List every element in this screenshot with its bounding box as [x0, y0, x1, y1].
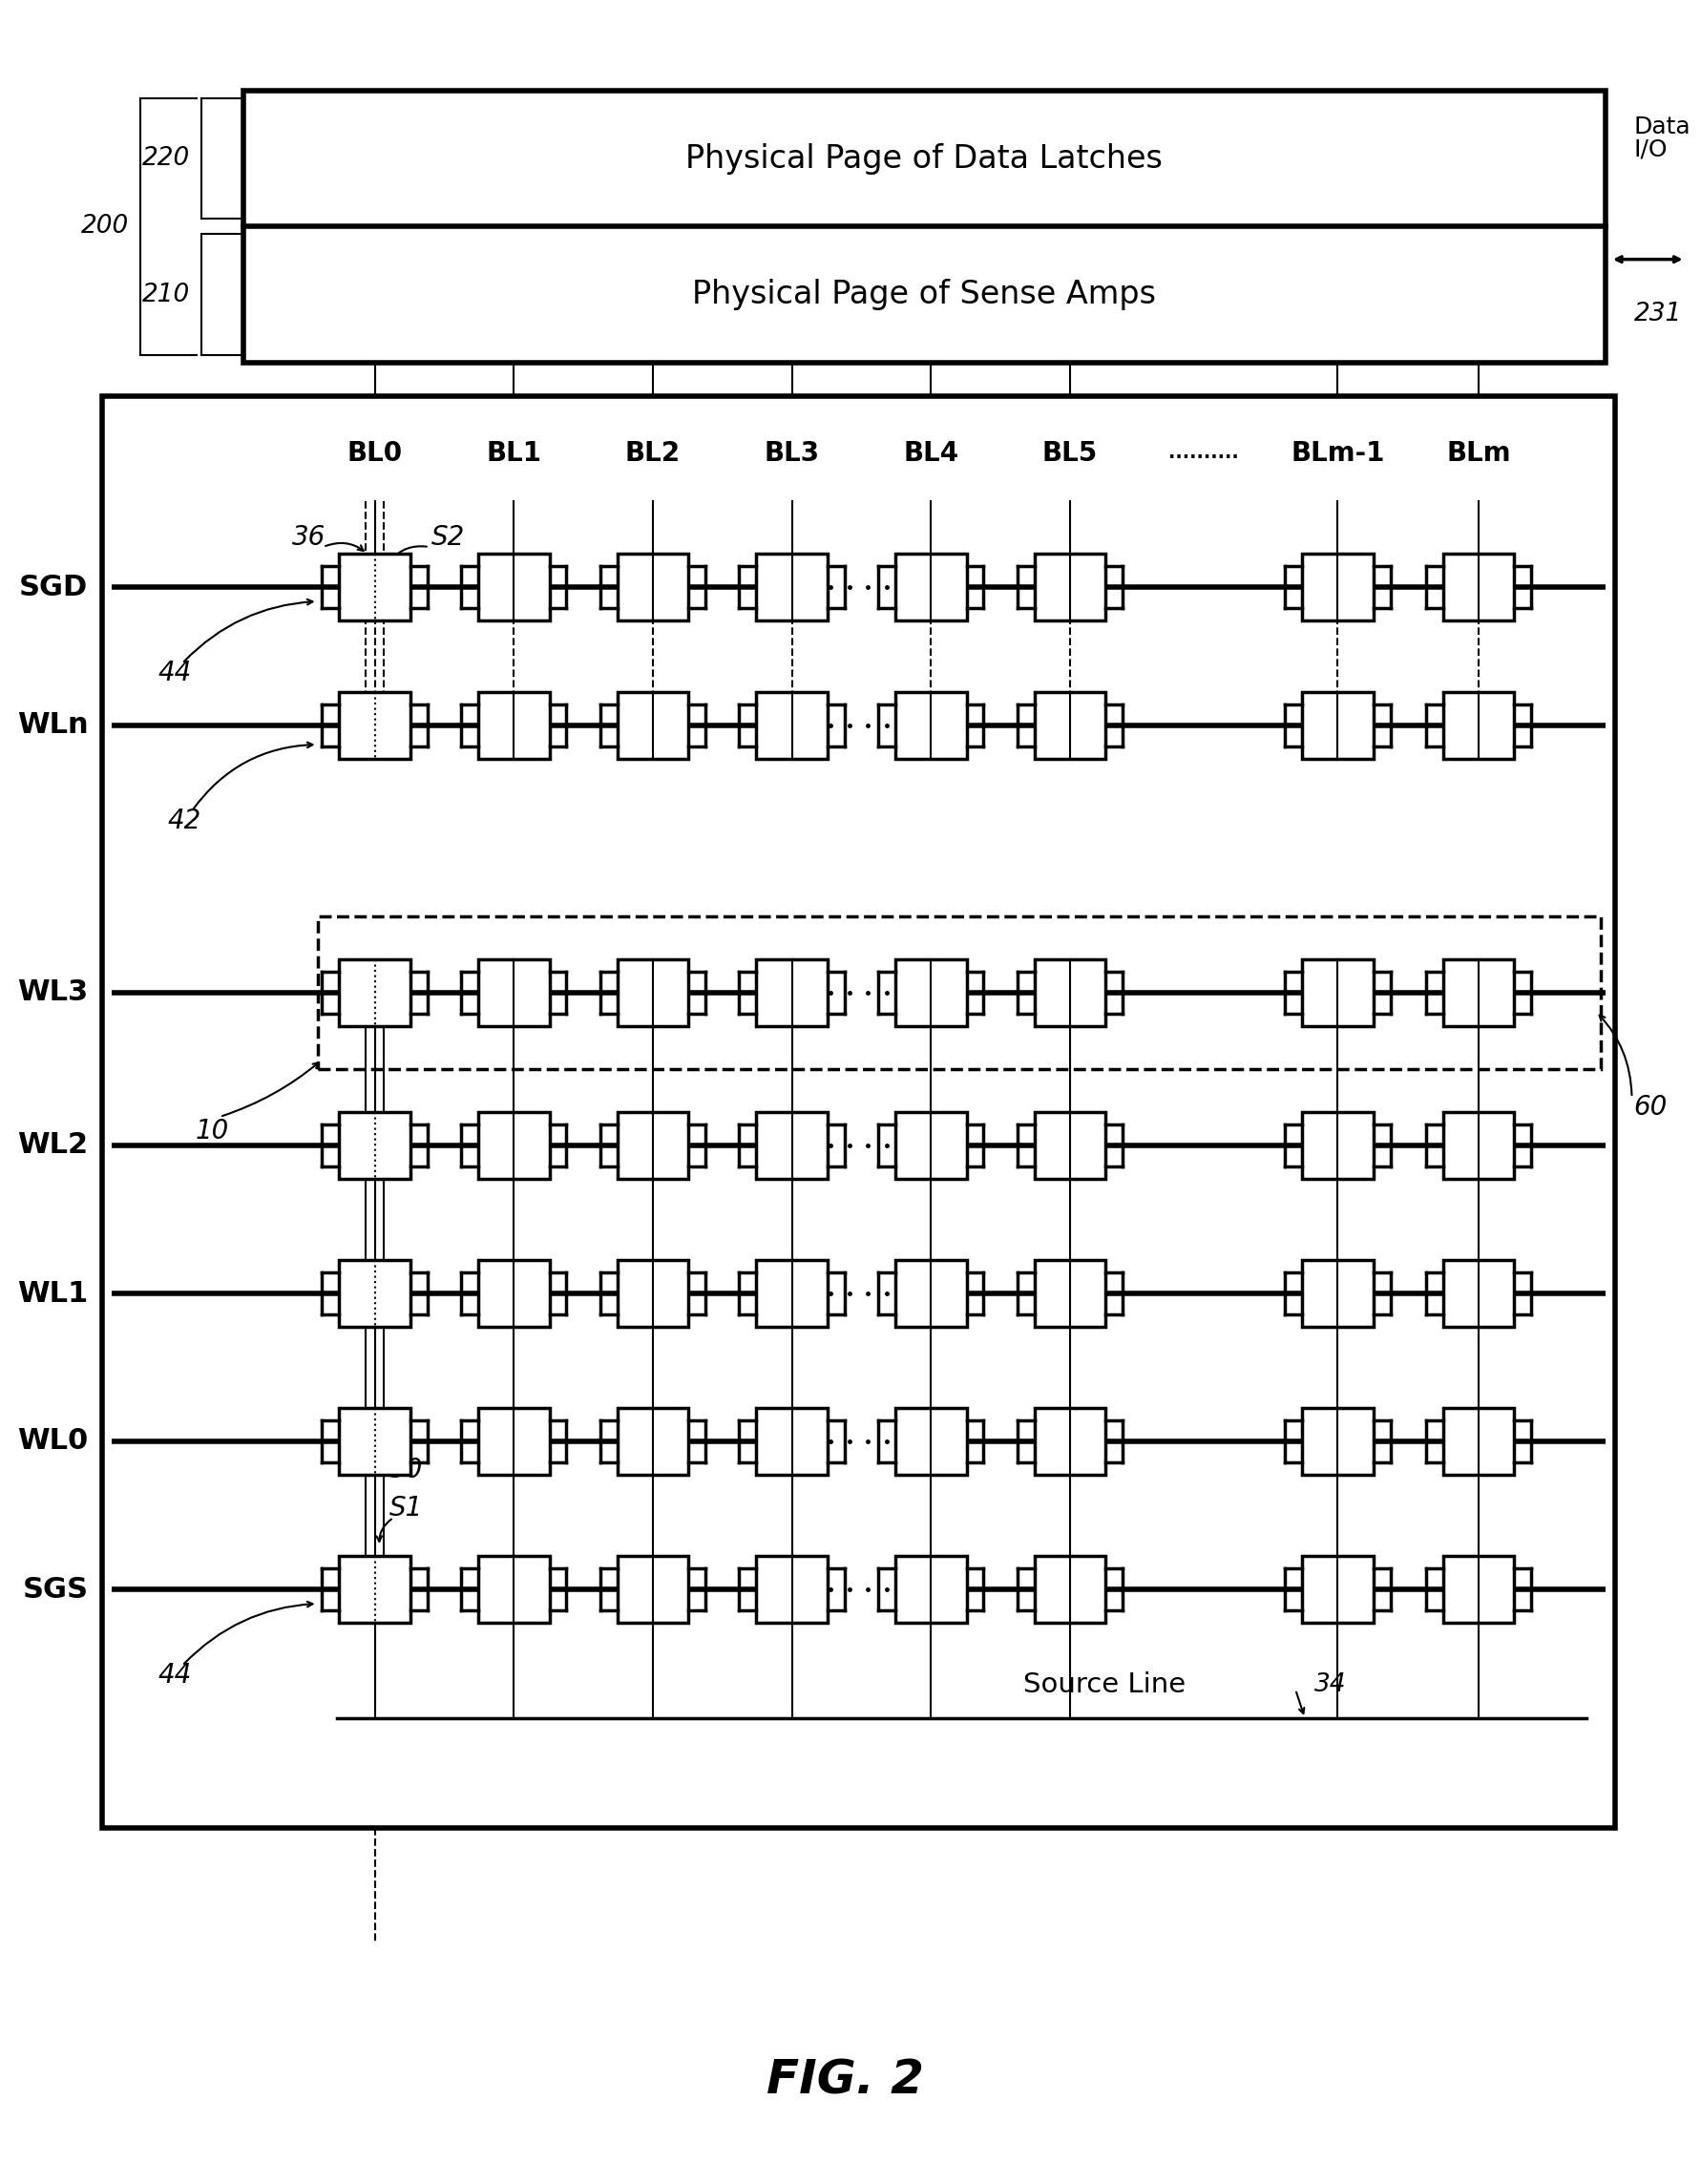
Text: Source Line: Source Line: [1022, 1671, 1186, 1699]
Bar: [617, 1112, 689, 1179]
Text: BL5: BL5: [1043, 439, 1097, 467]
Bar: [895, 959, 966, 1026]
Bar: [338, 692, 410, 758]
Bar: [318, 917, 1601, 1070]
Bar: [1442, 959, 1514, 1026]
Bar: [1034, 1409, 1106, 1474]
Bar: [1034, 1112, 1106, 1179]
Bar: [1301, 553, 1373, 620]
Text: 50: 50: [390, 1457, 422, 1483]
Bar: [338, 1112, 410, 1179]
Bar: [318, 917, 1601, 1070]
Text: 10: 10: [196, 1118, 230, 1144]
Bar: [478, 959, 549, 1026]
Bar: [757, 1409, 828, 1474]
Text: 231: 231: [1633, 301, 1682, 325]
Text: WL3: WL3: [17, 978, 88, 1007]
Bar: [757, 692, 828, 758]
Bar: [1442, 1112, 1514, 1179]
Bar: [1442, 1260, 1514, 1328]
Text: WL1: WL1: [17, 1280, 88, 1308]
Bar: [478, 1555, 549, 1623]
Bar: [338, 1260, 410, 1328]
Bar: [757, 1112, 828, 1179]
Text: Physical Page of Data Latches: Physical Page of Data Latches: [686, 142, 1163, 175]
Bar: [895, 1260, 966, 1328]
Text: 34: 34: [1315, 1673, 1345, 1697]
Bar: [102, 395, 1614, 1828]
Bar: [1034, 1260, 1106, 1328]
Text: FIG. 2: FIG. 2: [767, 2057, 924, 2103]
Bar: [338, 959, 410, 1026]
Text: WLn: WLn: [17, 712, 88, 740]
Bar: [478, 692, 549, 758]
Text: BLm-1: BLm-1: [1291, 439, 1385, 467]
Bar: [617, 553, 689, 620]
Bar: [895, 553, 966, 620]
Bar: [617, 692, 689, 758]
Text: BL3: BL3: [764, 439, 820, 467]
Bar: [895, 1112, 966, 1179]
Text: S1: S1: [390, 1494, 422, 1522]
Text: 42: 42: [167, 808, 201, 834]
Bar: [478, 1409, 549, 1474]
Bar: [617, 959, 689, 1026]
Bar: [1442, 553, 1514, 620]
Bar: [1301, 1409, 1373, 1474]
Bar: [1034, 1555, 1106, 1623]
Bar: [1034, 553, 1106, 620]
Text: 44: 44: [158, 1662, 192, 1688]
Text: BLm: BLm: [1446, 439, 1510, 467]
Text: 44: 44: [158, 660, 192, 686]
Text: I/O: I/O: [1633, 138, 1667, 162]
Bar: [1442, 1409, 1514, 1474]
Text: ..........: ..........: [1169, 443, 1238, 463]
Bar: [243, 92, 1606, 363]
Text: BL2: BL2: [624, 439, 680, 467]
Bar: [1301, 1555, 1373, 1623]
Bar: [895, 692, 966, 758]
Text: Physical Page of Sense Amps: Physical Page of Sense Amps: [692, 280, 1157, 310]
Bar: [338, 553, 410, 620]
Bar: [1442, 692, 1514, 758]
Bar: [478, 1112, 549, 1179]
Text: Data: Data: [1633, 116, 1691, 138]
Bar: [757, 1260, 828, 1328]
Text: 200: 200: [80, 214, 129, 238]
Text: 210: 210: [141, 282, 191, 308]
Bar: [757, 1555, 828, 1623]
Bar: [1034, 692, 1106, 758]
Bar: [1301, 959, 1373, 1026]
Bar: [757, 553, 828, 620]
Text: WL2: WL2: [17, 1131, 88, 1160]
Bar: [895, 1555, 966, 1623]
Text: 220: 220: [141, 146, 191, 170]
Bar: [478, 1260, 549, 1328]
Text: 36: 36: [293, 524, 327, 550]
Bar: [1442, 1555, 1514, 1623]
Text: WL0: WL0: [17, 1428, 88, 1455]
Text: 60: 60: [1633, 1094, 1667, 1120]
Bar: [617, 1555, 689, 1623]
Text: SGD: SGD: [19, 572, 88, 601]
Bar: [1301, 1112, 1373, 1179]
Bar: [617, 1409, 689, 1474]
Bar: [895, 1409, 966, 1474]
Text: S2: S2: [430, 524, 464, 550]
Bar: [757, 959, 828, 1026]
Bar: [338, 1409, 410, 1474]
Bar: [1301, 692, 1373, 758]
Bar: [478, 553, 549, 620]
Bar: [1034, 959, 1106, 1026]
Bar: [1301, 1260, 1373, 1328]
Bar: [338, 1555, 410, 1623]
Text: BL1: BL1: [486, 439, 541, 467]
Bar: [617, 1260, 689, 1328]
Text: BL0: BL0: [347, 439, 403, 467]
Text: BL4: BL4: [903, 439, 959, 467]
Text: SGS: SGS: [22, 1575, 88, 1603]
